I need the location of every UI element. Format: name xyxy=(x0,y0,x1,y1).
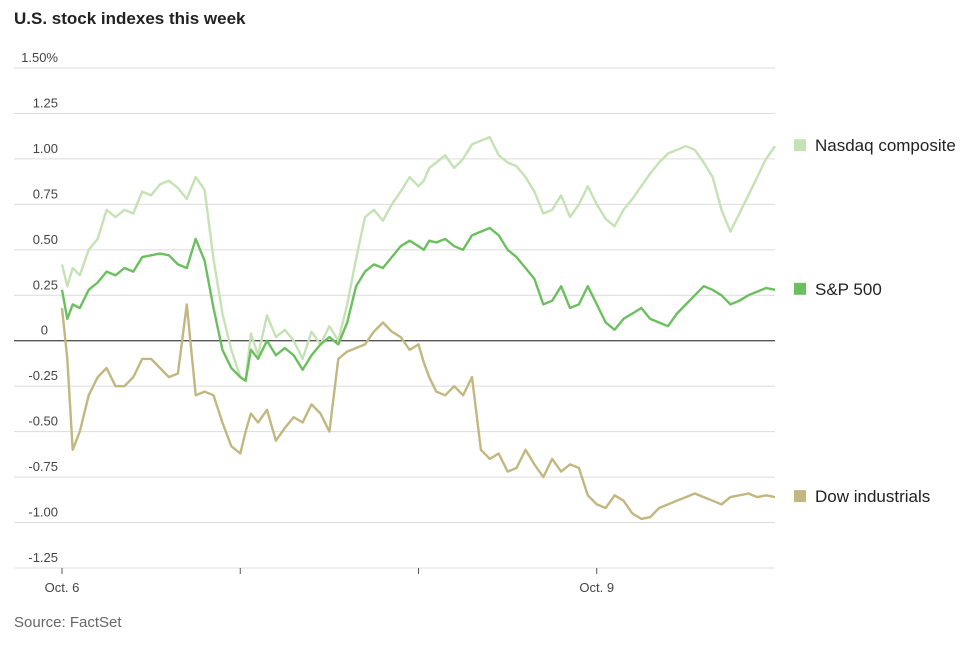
y-tick-label: -1.00 xyxy=(28,505,58,520)
y-tick-label: 1.00 xyxy=(33,141,58,156)
legend-swatch-dow-industrials xyxy=(794,490,806,503)
legend-label-s-p-500: S&P 500 xyxy=(815,280,882,299)
y-tick-label: 0.50 xyxy=(33,232,58,247)
series-line-nasdaq-composite xyxy=(60,135,776,382)
x-axis: Oct. 6 Oct. 9 xyxy=(45,568,614,595)
x-tick-label: Oct. 6 xyxy=(45,580,80,595)
y-tick-label: -0.50 xyxy=(28,414,58,429)
y-axis-labels: 1.50% 1.25 1.00 0.75 0.50 0.25 0 -0.25 -0.50 -0.7… xyxy=(21,50,58,565)
y-tick-label: -1.25 xyxy=(28,550,58,565)
source-note: Source: FactSet xyxy=(14,614,122,631)
legend-label-dow-industrials: Dow industrials xyxy=(815,487,930,506)
y-tick-label: -0.25 xyxy=(28,368,58,383)
chart-title: U.S. stock indexes this week xyxy=(14,9,246,28)
y-tick-label: 1.50% xyxy=(21,50,58,65)
y-tick-label: 1.25 xyxy=(33,95,58,110)
y-tick-label: 0 xyxy=(41,323,48,338)
gridlines xyxy=(14,67,775,569)
y-tick-label: -0.75 xyxy=(28,459,58,474)
legend-swatch-s-p-500 xyxy=(794,282,806,295)
series-line-s-p-500 xyxy=(60,226,776,382)
legend-label-nasdaq-composite: Nasdaq composite xyxy=(815,136,956,155)
series-lines xyxy=(60,135,776,521)
x-tick-label: Oct. 9 xyxy=(579,580,614,595)
y-tick-label: 0.25 xyxy=(33,277,58,292)
legend: Nasdaq composite S&P 500 Dow industrials xyxy=(794,136,956,506)
y-tick-label: 0.75 xyxy=(33,186,58,201)
legend-swatch-nasdaq-composite xyxy=(794,139,806,152)
series-line-dow-industrials xyxy=(60,303,776,521)
